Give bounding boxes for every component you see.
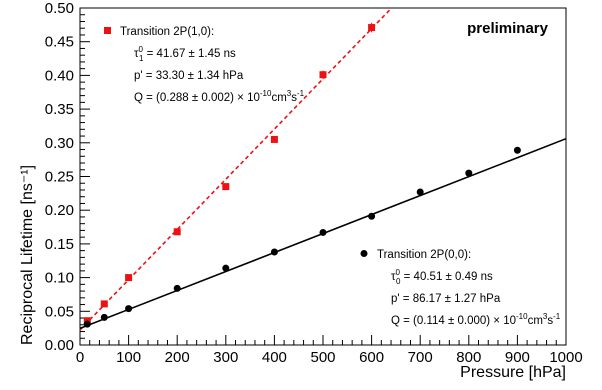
legend-transition-2p10: Transition 2P(1,0): τ0 1 = 41.67 ± 1.45 ns… <box>104 26 305 104</box>
y-tick-label: 0.45 <box>45 34 74 51</box>
y-tick-label: 0.20 <box>45 202 74 219</box>
legend-line: τ0 0 = 40.51 ± 0.49 ns <box>391 268 493 286</box>
y-tick-label: 0.50 <box>45 0 74 17</box>
data-point <box>319 228 327 236</box>
x-tick-label: 0 <box>76 349 84 366</box>
data-point <box>100 313 108 321</box>
data-point <box>368 24 376 32</box>
data-point <box>270 135 278 143</box>
data-points <box>83 22 521 328</box>
data-point <box>83 320 91 328</box>
x-tick-label: 200 <box>165 349 190 366</box>
legend-line: Q = (0.288 ± 0.002) × 10-10cm3s-1 <box>134 89 305 104</box>
data-point <box>173 228 181 236</box>
data-point <box>100 300 108 308</box>
x-tick-label: 300 <box>213 349 238 366</box>
y-tick-label: 0.05 <box>45 303 74 320</box>
data-point <box>319 71 327 79</box>
y-tick-label: 0.00 <box>45 337 74 354</box>
legend-line: p' = 86.17 ± 1.27 hPa <box>391 293 501 305</box>
data-point <box>270 248 278 256</box>
y-tick-label: 0.40 <box>45 67 74 84</box>
tick-labels: 0 100 200 300 400 500 600 700 800 900 1000 0.00 0.05… <box>45 0 583 366</box>
x-tick-label: 900 <box>505 349 530 366</box>
legend-marker <box>104 27 111 34</box>
legend-title: Transition 2P(1,0): <box>120 26 214 38</box>
data-point <box>222 264 230 272</box>
legend-line: τ0 1 = 41.67 ± 1.45 ns <box>134 45 236 63</box>
data-point <box>465 169 473 177</box>
data-point <box>416 188 424 196</box>
x-tick-label: 800 <box>456 349 481 366</box>
y-tick-label: 0.10 <box>45 270 74 287</box>
x-axis-title: Pressure [hPa] <box>460 364 566 381</box>
x-tick-label: 400 <box>262 349 287 366</box>
y-tick-label: 0.25 <box>45 169 74 186</box>
x-tick-label: 1000 <box>549 349 582 366</box>
legend-title: Transition 2P(0,0): <box>377 249 471 261</box>
x-tick-label: 500 <box>310 349 335 366</box>
legend-marker <box>360 250 368 257</box>
y-tick-label: 0.15 <box>45 236 74 253</box>
preliminary-label: preliminary <box>467 20 549 37</box>
data-point <box>173 284 181 292</box>
fit-line <box>79 7 393 331</box>
x-tick-label: 700 <box>408 349 433 366</box>
x-tick-label: 600 <box>359 349 384 366</box>
data-point <box>125 274 133 282</box>
y-axis-title: Reciprocal Lifetime [ns⁻¹] <box>19 165 36 345</box>
data-point <box>125 305 133 313</box>
x-tick-label: 100 <box>116 349 141 366</box>
legend-transition-2p00: Transition 2P(0,0): τ0 0 = 40.51 ± 0.49 ns… <box>360 249 561 327</box>
legend-line: p' = 33.30 ± 1.34 hPa <box>134 70 244 82</box>
legend-line: Q = (0.114 ± 0.000) × 10-10cm3s-1 <box>391 312 561 327</box>
axis-ticks <box>79 7 567 346</box>
data-point <box>222 183 230 191</box>
y-tick-label: 0.30 <box>45 135 74 152</box>
data-point <box>368 212 376 220</box>
data-point <box>513 146 521 154</box>
y-tick-label: 0.35 <box>45 101 74 118</box>
